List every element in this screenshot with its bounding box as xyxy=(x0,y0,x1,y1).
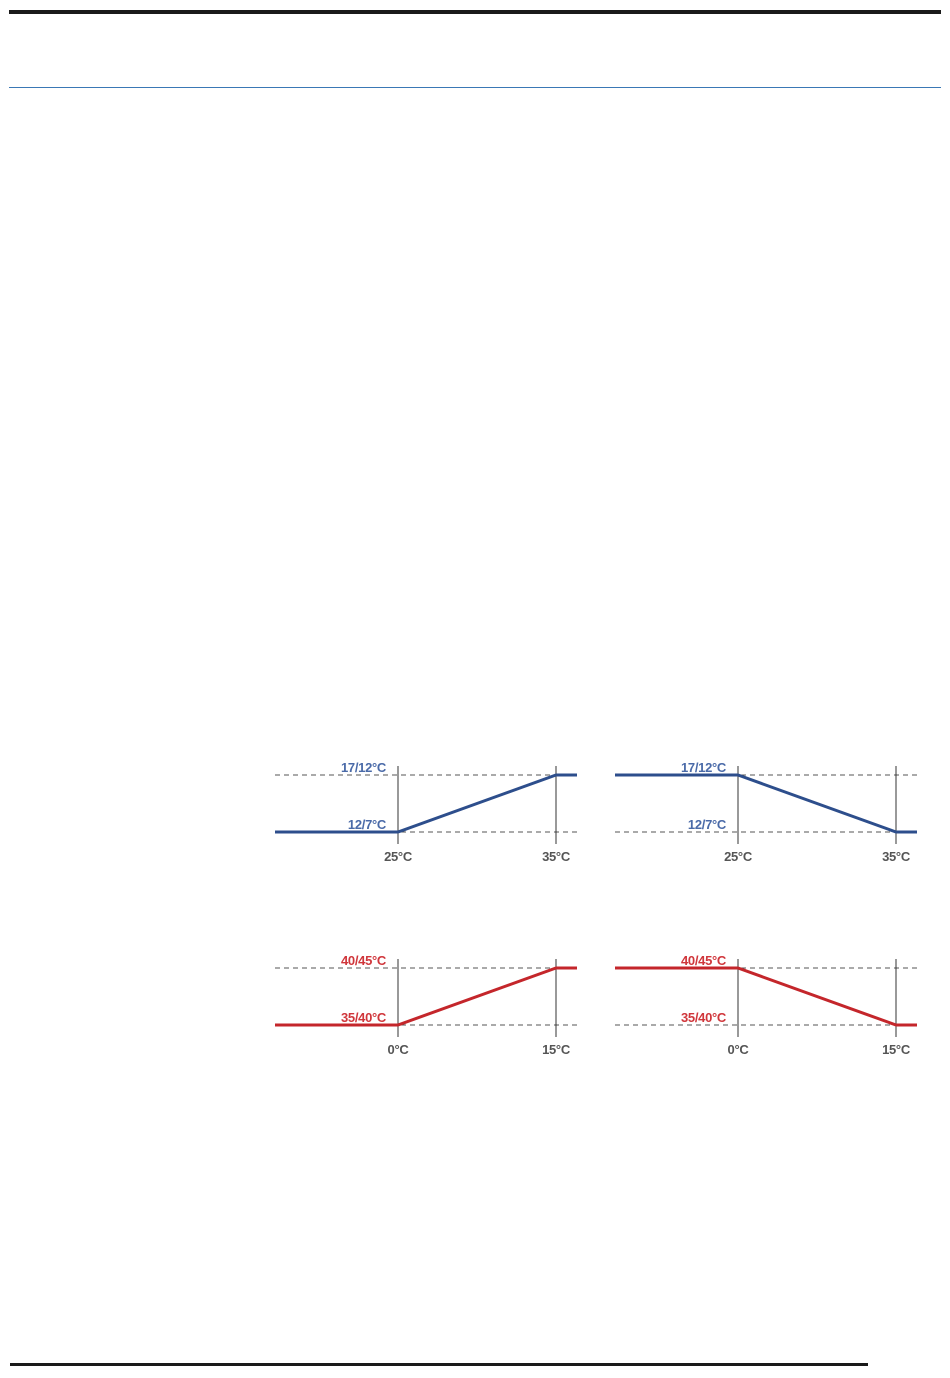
level-label-low: 35/40°C xyxy=(340,1010,386,1025)
breakpoint-label-1: 25°C xyxy=(384,849,412,864)
breakpoint-label-2: 15°C xyxy=(542,1042,570,1057)
breakpoint-label-2: 35°C xyxy=(542,849,570,864)
setpoint-chart-1: 12/7°C 17/12°C 25°C 35°C xyxy=(275,760,595,870)
bottom-rule xyxy=(10,1363,868,1366)
series-line xyxy=(615,773,917,834)
level-label-low: 35/40°C xyxy=(680,1010,726,1025)
chart-svg xyxy=(615,959,917,1037)
breakpoint-label-2: 35°C xyxy=(882,849,910,864)
level-label-high: 17/12°C xyxy=(340,760,386,775)
chart-svg xyxy=(615,766,917,844)
level-label-low: 12/7°C xyxy=(347,817,386,832)
level-label-low: 12/7°C xyxy=(687,817,726,832)
setpoint-chart-3: 35/40°C 40/45°C 0°C 15°C xyxy=(275,953,595,1063)
breakpoint-label-1: 0°C xyxy=(727,1042,749,1057)
level-label-high: 40/45°C xyxy=(340,953,386,968)
breakpoint-label-1: 0°C xyxy=(387,1042,409,1057)
breakpoint-label-2: 15°C xyxy=(882,1042,910,1057)
level-label-high: 40/45°C xyxy=(680,953,726,968)
series-line xyxy=(275,773,577,834)
level-label-high: 17/12°C xyxy=(680,760,726,775)
setpoint-chart-4: 35/40°C 40/45°C 0°C 15°C xyxy=(615,953,935,1063)
chart-svg xyxy=(275,959,577,1037)
series-line xyxy=(615,966,917,1027)
top-rule xyxy=(9,10,941,14)
header-rule xyxy=(9,87,941,88)
chart-svg xyxy=(275,766,577,844)
breakpoint-label-1: 25°C xyxy=(724,849,752,864)
series-line xyxy=(275,966,577,1027)
setpoint-chart-2: 12/7°C 17/12°C 25°C 35°C xyxy=(615,760,935,870)
